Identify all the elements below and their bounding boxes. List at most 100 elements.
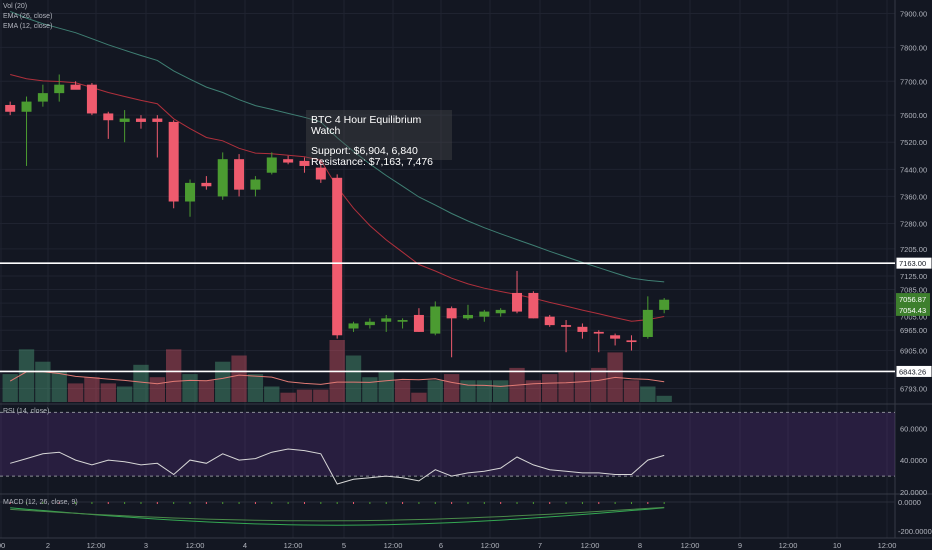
annotation-note[interactable]: BTC 4 Hour Equilibrium Watch Support: $6… xyxy=(306,110,452,168)
macd-pane xyxy=(0,501,895,526)
candle-body xyxy=(462,314,473,319)
legend-rsi[interactable]: RSI (14, close) xyxy=(3,408,50,415)
price-tick-label: 7900.00 xyxy=(900,10,927,19)
time-axis[interactable]: 00 2 12:00 3 12:00 4 12:00 5 12:00 6 12:00 7 12:00 8 1… xyxy=(0,541,896,550)
volume-bar xyxy=(313,389,329,402)
rsi-line xyxy=(10,448,665,485)
price-tick-label: 7600.00 xyxy=(900,111,927,120)
candle-body xyxy=(397,320,408,322)
time-tick-label: 12:00 xyxy=(284,541,303,550)
candle-body xyxy=(642,309,653,337)
candle-body xyxy=(37,93,48,102)
legend-macd[interactable]: MACD (12, 26, close, 9) xyxy=(3,499,78,506)
horizontal-lines[interactable] xyxy=(0,262,895,373)
candle-body xyxy=(299,160,310,166)
candle-body xyxy=(413,314,424,332)
candle-body xyxy=(495,309,506,314)
volume-bar xyxy=(378,371,394,402)
candle-body xyxy=(86,84,97,114)
volume-bar xyxy=(51,371,67,402)
time-tick-label: 12:00 xyxy=(878,541,897,550)
time-tick-label: 12:00 xyxy=(581,541,600,550)
price-tick-label: 7520.00 xyxy=(900,138,927,147)
volume-bar xyxy=(18,349,35,402)
candle-body xyxy=(364,321,375,326)
annotation-resistance: Resistance: $7,163, 7,476 xyxy=(311,156,434,168)
volume-bar xyxy=(182,374,198,402)
volume-bar xyxy=(35,361,51,402)
price-tick-label: 7085.00 xyxy=(900,286,927,295)
candle-body xyxy=(5,104,16,112)
volume-bar xyxy=(166,349,182,402)
time-tick-label: 12:00 xyxy=(779,541,798,550)
candle-body xyxy=(135,118,146,122)
volume-bar xyxy=(493,380,509,402)
time-tick-label: 00 xyxy=(0,541,5,550)
volume-bar xyxy=(84,377,100,402)
time-tick-label: 9 xyxy=(738,541,742,550)
price-tick-label: 6965.00 xyxy=(900,326,927,335)
volume-bar xyxy=(542,374,558,402)
volume-bar xyxy=(656,395,672,402)
candle-body xyxy=(332,177,343,336)
volume-bar xyxy=(525,380,542,402)
legend-ema26[interactable]: EMA (26, close) xyxy=(3,13,53,20)
time-tick-label: 2 xyxy=(46,541,50,550)
volume-bar xyxy=(574,371,591,402)
time-tick-label: 12:00 xyxy=(481,541,500,550)
current-price-label: 7056.87 xyxy=(899,295,926,304)
volume-bar xyxy=(296,389,313,402)
candle-body xyxy=(348,323,359,329)
candle-body xyxy=(479,311,490,317)
price-tick-label: 7125.00 xyxy=(900,272,927,281)
legend-ema12[interactable]: EMA (12, close) xyxy=(3,23,53,30)
volume-bar xyxy=(67,383,84,402)
volume-bar xyxy=(198,380,215,402)
time-tick-label: 10 xyxy=(833,541,841,550)
candle-body xyxy=(561,325,572,327)
current-price-tag xyxy=(896,303,930,316)
price-tick-label: 7800.00 xyxy=(900,43,927,52)
volume-bar xyxy=(591,367,607,402)
macd-tick-label: -200.0000 xyxy=(898,527,932,536)
candle-body xyxy=(315,167,326,180)
price-tick-label: 7440.00 xyxy=(900,165,927,174)
candle-body xyxy=(266,157,277,173)
current-price-label: 7054.43 xyxy=(899,306,926,315)
candle-body xyxy=(70,84,81,90)
time-tick-label: 8 xyxy=(638,541,642,550)
legend-vol[interactable]: Vol (20) xyxy=(3,3,28,10)
volume-bar xyxy=(2,374,18,402)
price-tick-label: 7280.00 xyxy=(900,220,927,229)
price-tick-label: 7205.00 xyxy=(900,245,927,254)
volume-bar xyxy=(149,377,165,402)
volume-bar xyxy=(280,392,296,402)
time-tick-label: 12:00 xyxy=(87,541,106,550)
candle-body xyxy=(577,326,588,332)
volume-bar xyxy=(476,380,492,402)
price-axis[interactable]: 7163.00 6843.26 7900.00 7800.00 7700.00 7600.… xyxy=(895,10,932,536)
macd-tick-label: 0.0000 xyxy=(898,498,921,507)
annotation-title: BTC 4 Hour Equilibrium Watch xyxy=(311,114,422,137)
candle-body xyxy=(528,292,539,319)
price-tick-label: 7005.00 xyxy=(900,313,927,322)
time-tick-label: 12:00 xyxy=(681,541,700,550)
volume-bar xyxy=(640,386,656,402)
candle-body xyxy=(544,316,555,326)
candle-body xyxy=(201,182,212,187)
volume-bar xyxy=(264,386,280,402)
rsi-tick-label: 40.0000 xyxy=(900,456,927,465)
price-tick-label: 6793.00 xyxy=(900,384,927,393)
candles xyxy=(5,74,670,358)
time-tick-label: 6 xyxy=(439,541,443,550)
volume-bar xyxy=(623,380,640,402)
candle-body xyxy=(446,308,457,319)
volume-bar xyxy=(215,361,231,402)
volume-bar xyxy=(427,380,443,402)
current-price-tag xyxy=(896,293,930,306)
volume-bar xyxy=(247,374,264,402)
volume-ma-line xyxy=(9,371,665,387)
candle-body xyxy=(381,318,392,322)
